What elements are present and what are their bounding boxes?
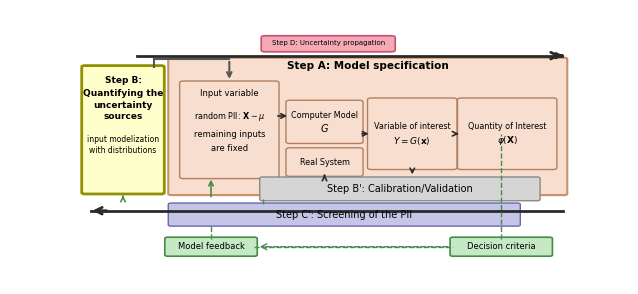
FancyBboxPatch shape — [367, 98, 457, 170]
Text: with distributions: with distributions — [89, 146, 157, 155]
Text: Quantity of Interest: Quantity of Interest — [468, 123, 546, 131]
Text: Real System: Real System — [299, 158, 350, 167]
FancyBboxPatch shape — [286, 148, 363, 176]
Text: Step B': Calibration/Validation: Step B': Calibration/Validation — [327, 184, 473, 194]
Text: Computer Model: Computer Model — [291, 111, 358, 120]
Text: Model feedback: Model feedback — [177, 242, 244, 251]
FancyBboxPatch shape — [260, 177, 540, 201]
Text: input modelization: input modelization — [87, 135, 159, 144]
FancyBboxPatch shape — [168, 58, 567, 195]
Text: Quantifying the: Quantifying the — [83, 88, 163, 98]
Text: random PII: $\mathbf{X} \sim \mu$: random PII: $\mathbf{X} \sim \mu$ — [194, 110, 265, 123]
Text: sources: sources — [103, 112, 143, 121]
Text: Step B:: Step B: — [105, 76, 142, 85]
FancyBboxPatch shape — [180, 81, 279, 178]
Text: Decision criteria: Decision criteria — [467, 242, 535, 251]
Text: uncertainty: uncertainty — [93, 101, 152, 109]
Text: Step A: Model specification: Step A: Model specification — [287, 61, 449, 71]
FancyBboxPatch shape — [286, 100, 363, 143]
FancyBboxPatch shape — [457, 98, 557, 170]
Text: $Y = G(\mathbf{x})$: $Y = G(\mathbf{x})$ — [394, 135, 431, 146]
FancyBboxPatch shape — [450, 237, 553, 256]
FancyBboxPatch shape — [165, 237, 257, 256]
FancyBboxPatch shape — [82, 66, 165, 194]
FancyBboxPatch shape — [168, 203, 521, 226]
Text: $\varphi(\mathbf{X})$: $\varphi(\mathbf{X})$ — [496, 134, 518, 147]
Text: Step C': Screening of the PII: Step C': Screening of the PII — [276, 210, 412, 220]
Text: Variable of interest: Variable of interest — [374, 123, 450, 131]
Text: $G$: $G$ — [320, 121, 329, 133]
Text: remaining inputs: remaining inputs — [193, 130, 265, 139]
Text: Input variable: Input variable — [200, 89, 258, 98]
FancyBboxPatch shape — [261, 36, 395, 52]
Text: are fixed: are fixed — [211, 144, 248, 153]
Text: Step D: Uncertainty propagation: Step D: Uncertainty propagation — [272, 40, 385, 46]
